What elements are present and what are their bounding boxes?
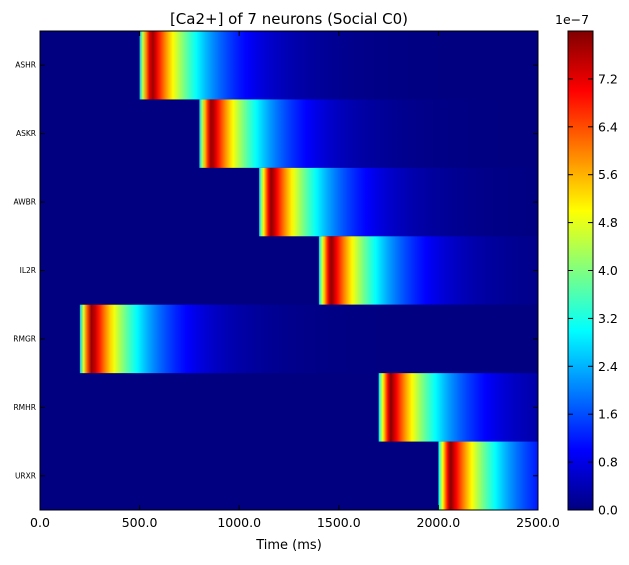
y-tick-label: ASKR — [16, 129, 36, 138]
colorbar-tick-label: 7.2 — [598, 71, 618, 86]
y-tick-label: RMGR — [13, 334, 36, 343]
heatmap-row-urxr — [438, 441, 538, 510]
chart-title: [Ca2+] of 7 neurons (Social C0) — [170, 10, 408, 28]
x-tick-label: 1000.0 — [217, 515, 261, 530]
colorbar-tick-label: 0.0 — [598, 503, 618, 518]
heatmap-plot-area — [39, 30, 539, 511]
colorbar-tick-label: 5.6 — [598, 167, 618, 182]
colorbar-offset-label: 1e−7 — [555, 12, 589, 27]
heatmap-row-askr — [199, 99, 539, 168]
x-tick-label: 2500.0 — [516, 515, 560, 530]
colorbar-tick-label: 2.4 — [598, 359, 618, 374]
colorbar-tick-label: 4.8 — [598, 215, 618, 230]
y-tick-label: IL2R — [20, 266, 36, 275]
x-axis-label: Time (ms) — [255, 538, 322, 553]
colorbar-tick-label: 6.4 — [598, 119, 618, 134]
x-tick-label: 500.0 — [122, 515, 158, 530]
x-axis: 0.0 500.0 1000.0 1500.0 2000.0 2500.0 — [30, 31, 560, 530]
colorbar-tick-label: 3.2 — [598, 311, 618, 326]
heatmap-row-rmgr — [79, 304, 538, 374]
y-tick-label: ASHR — [15, 61, 36, 70]
colorbar-tick-label: 1.6 — [598, 407, 618, 422]
colorbar: 0.0 0.8 1.6 2.4 3.2 4.0 4.8 5.6 6.4 7.2 1e−7 — [555, 12, 618, 518]
colorbar-tick-label: 0.8 — [598, 455, 618, 470]
x-tick-label: 1500.0 — [317, 515, 361, 530]
heatmap-row-awbr — [259, 167, 538, 237]
heatmap-row-il2r — [318, 236, 538, 305]
heatmap-row-rmhr — [378, 373, 538, 442]
y-tick-label: URXR — [15, 471, 36, 480]
heatmap-row-ashr — [139, 31, 538, 100]
y-tick-label: AWBR — [14, 198, 37, 207]
x-tick-label: 0.0 — [30, 515, 50, 530]
y-tick-label: RMHR — [13, 403, 36, 412]
colorbar-tick-label: 4.0 — [598, 263, 618, 278]
x-tick-label: 2000.0 — [417, 515, 461, 530]
y-axis: ASHR ASKR AWBR IL2R RMGR RMHR URXR — [13, 61, 538, 480]
